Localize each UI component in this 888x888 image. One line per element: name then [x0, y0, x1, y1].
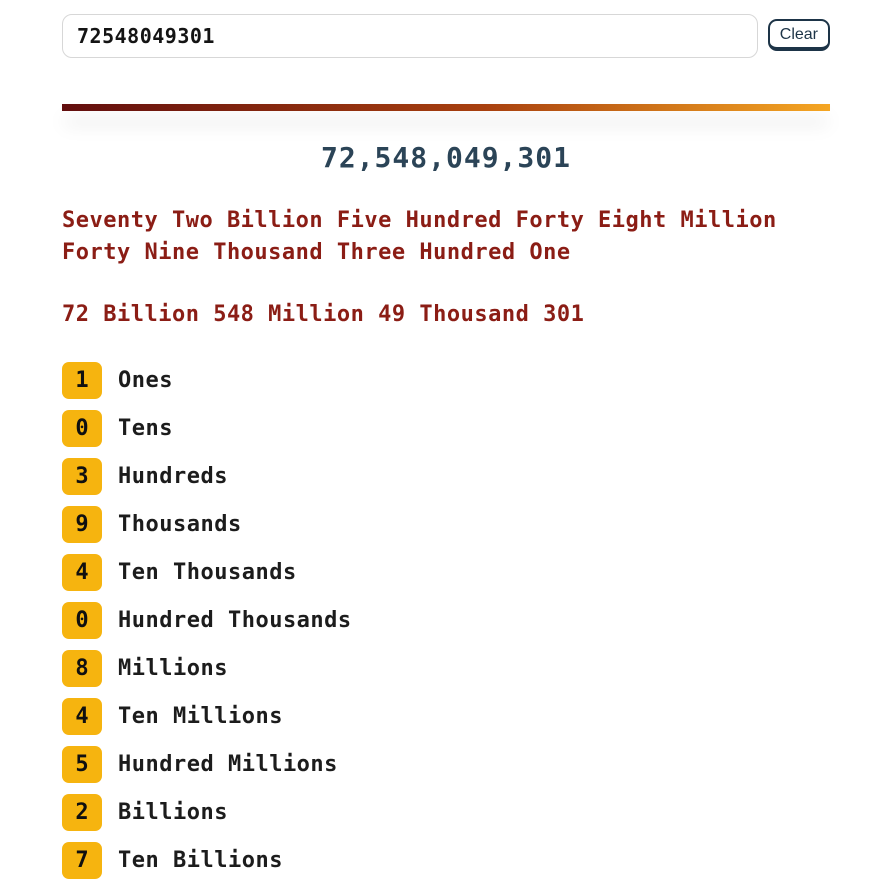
- place-value-row: 1 Ones: [62, 362, 830, 399]
- digit-badge: 8: [62, 650, 102, 687]
- digit-badge: 5: [62, 746, 102, 783]
- clear-button[interactable]: Clear: [767, 19, 830, 52]
- formatted-number-heading: 72,548,049,301: [320, 141, 571, 174]
- place-value-label: Millions: [118, 656, 228, 681]
- place-value-row: 0 Hundred Thousands: [62, 602, 830, 639]
- place-value-row: 4 Ten Millions: [62, 698, 830, 735]
- digit-badge: 3: [62, 458, 102, 495]
- digit-badge: 9: [62, 506, 102, 543]
- number-input[interactable]: [62, 14, 758, 58]
- place-value-label: Ten Thousands: [118, 560, 297, 585]
- place-value-row: 2 Billions: [62, 794, 830, 831]
- place-value-label: Billions: [118, 800, 228, 825]
- digit-badge: 2: [62, 794, 102, 831]
- number-input-row: Clear: [62, 14, 830, 58]
- place-value-row: 0 Tens: [62, 410, 830, 447]
- place-value-label: Ten Millions: [118, 704, 283, 729]
- number-in-words: Seventy Two Billion Five Hundred Forty E…: [62, 208, 777, 265]
- place-value-list: 1 Ones 0 Tens 3 Hundreds 9 Thousands 4 T…: [62, 362, 830, 879]
- place-value-label: Ten Billions: [118, 848, 283, 873]
- digit-badge: 4: [62, 554, 102, 591]
- place-value-row: 7 Ten Billions: [62, 842, 830, 879]
- digit-badge: 4: [62, 698, 102, 735]
- gradient-divider: [62, 104, 830, 111]
- digit-badge: 7: [62, 842, 102, 879]
- place-value-label: Ones: [118, 368, 173, 393]
- place-value-label: Thousands: [118, 512, 242, 537]
- place-value-row: 9 Thousands: [62, 506, 830, 543]
- place-value-row: 3 Hundreds: [62, 458, 830, 495]
- place-value-label: Tens: [118, 416, 173, 441]
- place-value-row: 8 Millions: [62, 650, 830, 687]
- digit-badge: 1: [62, 362, 102, 399]
- place-value-label: Hundreds: [118, 464, 228, 489]
- place-value-row: 4 Ten Thousands: [62, 554, 830, 591]
- place-value-label: Hundred Millions: [118, 752, 338, 777]
- number-short-scale: 72 Billion 548 Million 49 Thousand 301: [62, 302, 585, 327]
- digit-badge: 0: [62, 602, 102, 639]
- place-value-label: Hundred Thousands: [118, 608, 352, 633]
- digit-badge: 0: [62, 410, 102, 447]
- place-value-row: 5 Hundred Millions: [62, 746, 830, 783]
